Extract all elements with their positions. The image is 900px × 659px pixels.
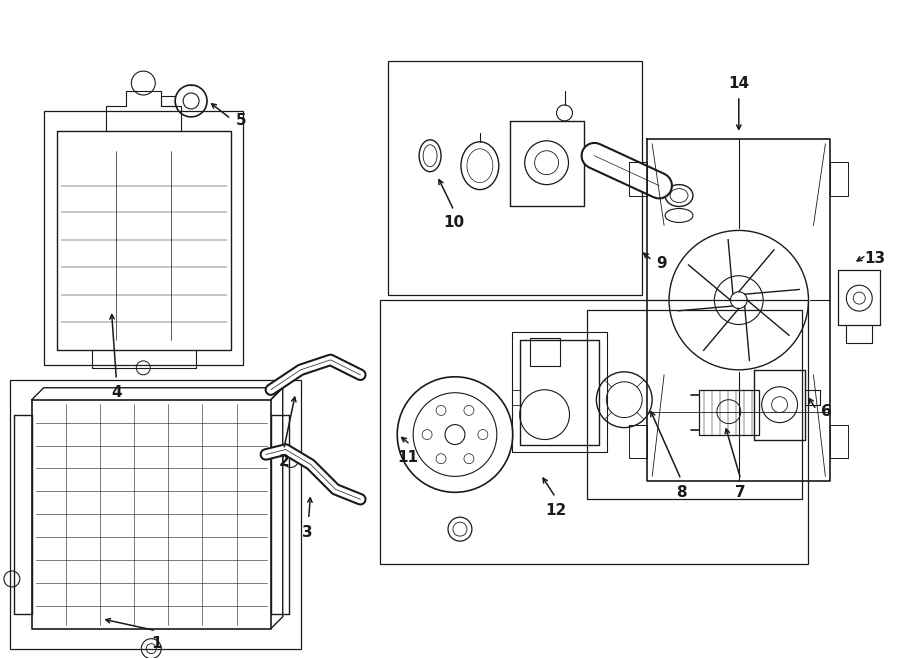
Text: 9: 9: [656, 256, 666, 271]
Text: 4: 4: [111, 386, 122, 400]
Text: 8: 8: [676, 485, 687, 500]
Bar: [44, 111, 243, 365]
Text: 6: 6: [821, 404, 832, 419]
Bar: [381, 300, 808, 564]
Text: 10: 10: [444, 215, 464, 230]
Text: 2: 2: [278, 454, 289, 469]
Text: 3: 3: [302, 525, 313, 540]
Bar: [10, 380, 301, 648]
Text: 12: 12: [544, 503, 566, 518]
Text: 14: 14: [728, 76, 750, 90]
Bar: [388, 61, 643, 295]
Bar: [588, 310, 802, 500]
Text: 11: 11: [398, 450, 418, 465]
Text: 13: 13: [865, 251, 886, 266]
Text: 1: 1: [151, 636, 161, 651]
Bar: [530, 338, 560, 366]
Text: 7: 7: [735, 485, 746, 500]
Text: 5: 5: [236, 113, 247, 129]
